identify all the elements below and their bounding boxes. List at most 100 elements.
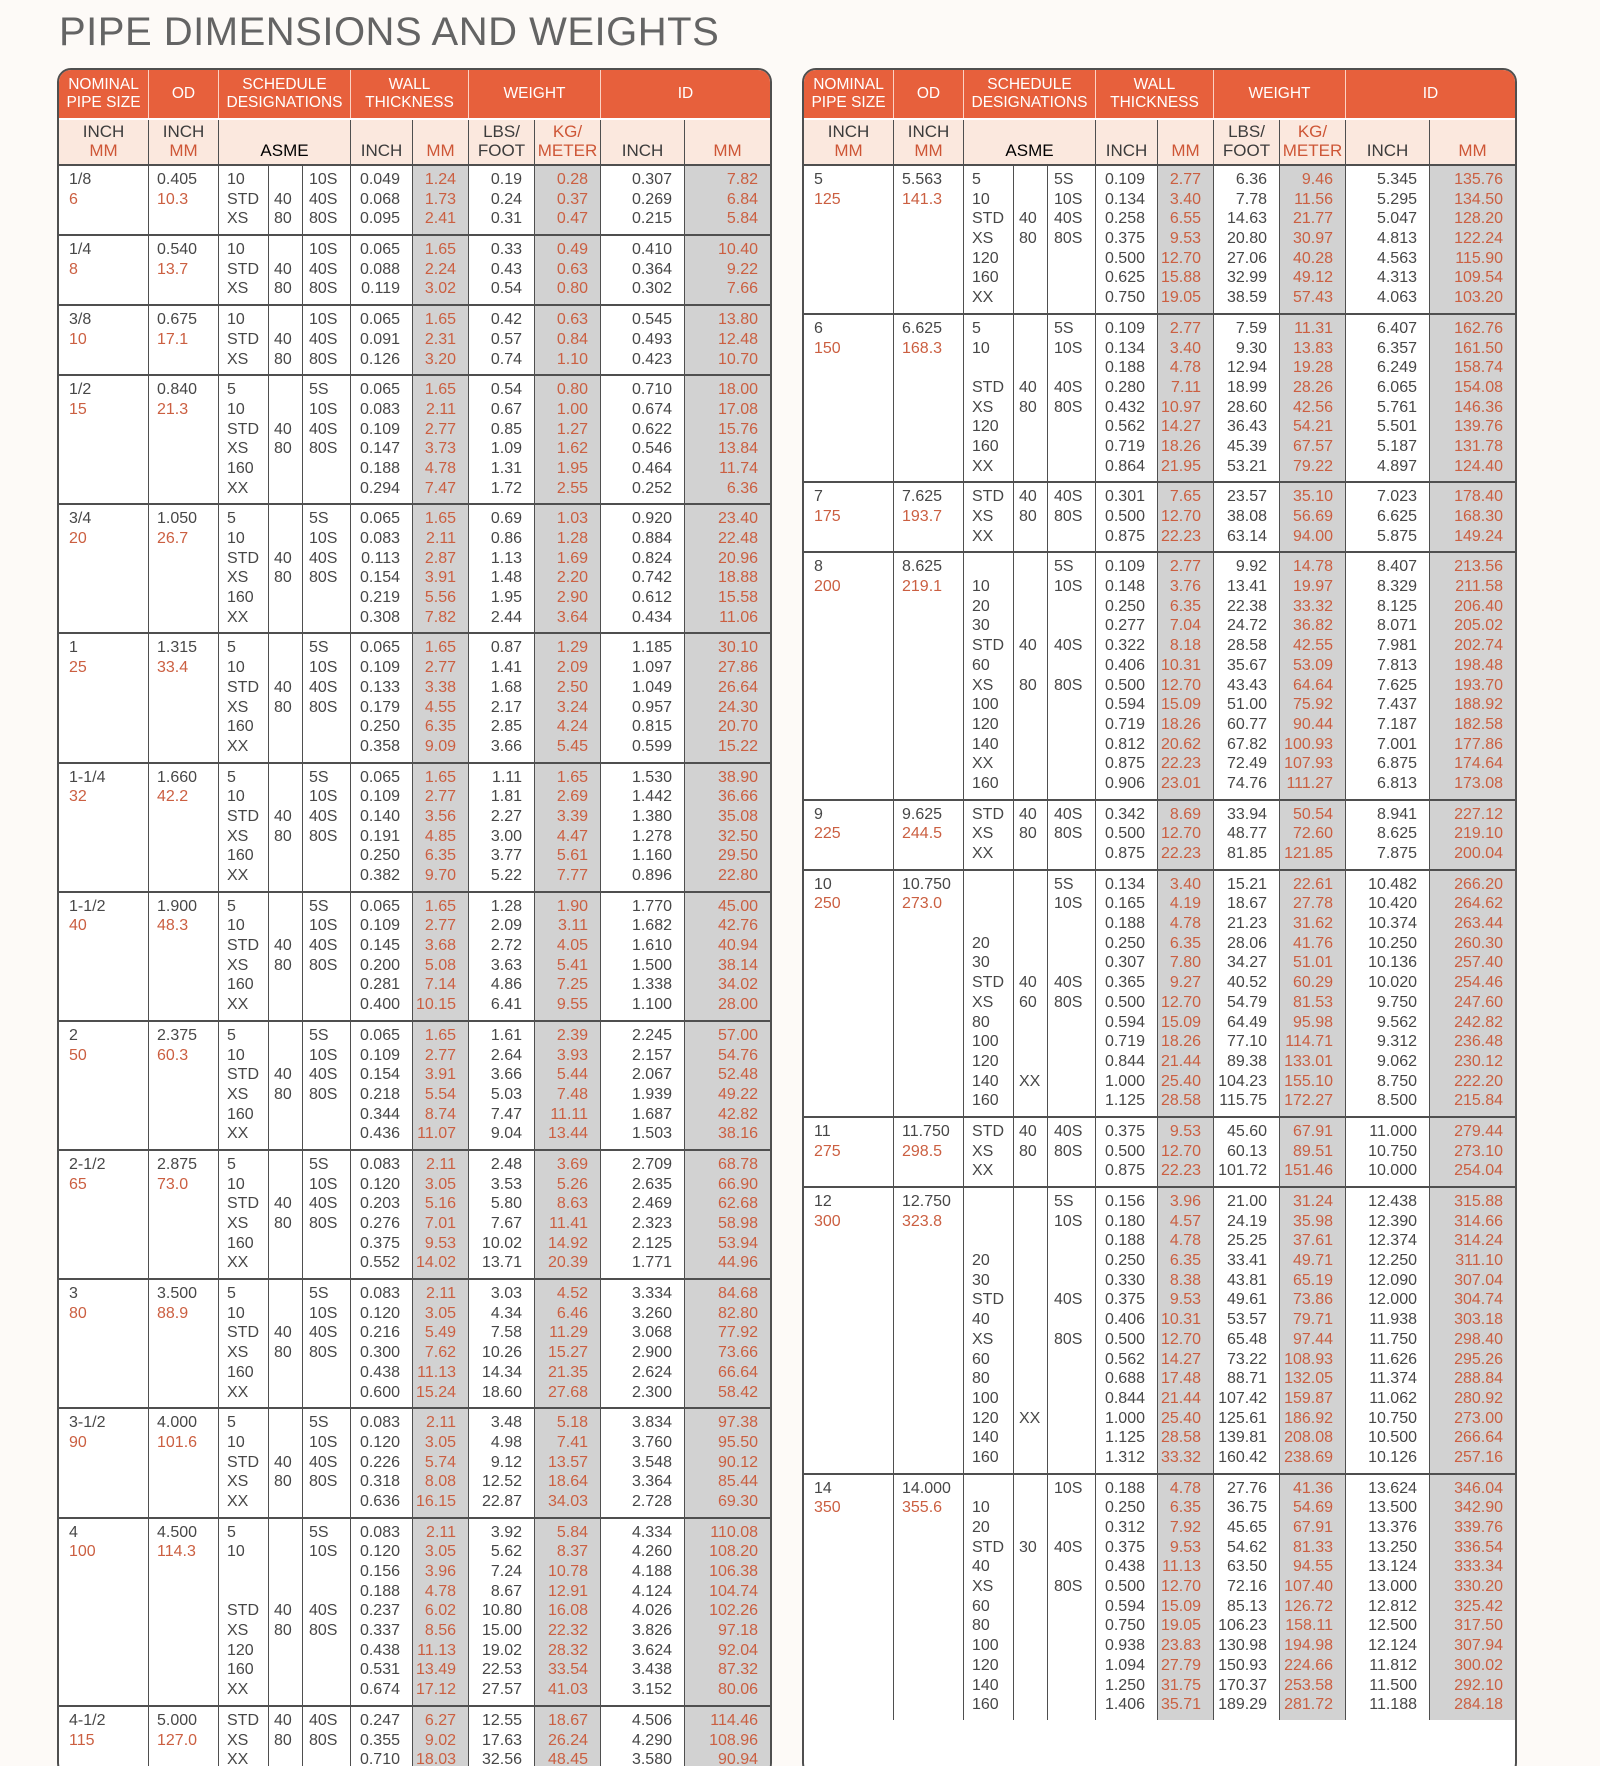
schedule-value: 5S <box>309 381 329 399</box>
schedule-value <box>964 1231 1013 1251</box>
schedule-value: STD <box>227 420 259 438</box>
weight-kg-value: 9.55 <box>556 996 588 1014</box>
schedule-col3-cell: 5S 10S 40S 80S <box>303 505 351 633</box>
schedule-value: 10S <box>309 311 338 329</box>
unit-inch-label: INCH <box>1366 140 1409 160</box>
wall-mm-value: 7.92 <box>1169 1519 1201 1536</box>
id-mm-value: 178.40 <box>1454 488 1503 506</box>
wall-inch-value: 0.191 <box>359 827 400 845</box>
wall-inch-cell: 0.065 0.083 0.113 0.154 0.219 0.308 <box>351 505 413 633</box>
schedule-value: 140 <box>972 1072 999 1090</box>
id-mm-value: 97.18 <box>717 1622 758 1640</box>
wall-inch-value: 1.125 <box>1104 1429 1145 1447</box>
nominal-mm-value: 150 <box>814 339 841 357</box>
wall-mm-value: 7.62 <box>424 1344 456 1362</box>
od-cell: 4.000 101.6 <box>149 1409 219 1517</box>
schedule-value <box>303 1582 350 1602</box>
wall-mm-value: 7.47 <box>424 479 456 497</box>
weight-lbs-cell: 3.92 5.62 7.24 8.67 10.80 15.00 19.02 22.53 27.5… <box>469 1518 535 1705</box>
weight-kg-value: 7.41 <box>556 1433 588 1451</box>
id-inch-value: 4.188 <box>631 1563 672 1580</box>
weight-lbs-value: 3.66 <box>490 737 522 755</box>
weight-lbs-value: 150.93 <box>1218 1656 1267 1674</box>
schedule-value <box>269 588 302 608</box>
schedule-value: XX <box>227 867 249 884</box>
schedule-col2-cell: 40 80 <box>269 236 303 305</box>
wall-inch-value: 0.277 <box>1104 617 1145 635</box>
schedule-col2-cell: 40 80 <box>269 763 303 891</box>
schedule-value: 60 <box>1019 993 1037 1011</box>
wall-inch-value: 0.068 <box>359 190 400 208</box>
wall-inch-cell: 0.083 0.120 0.203 0.276 0.375 0.552 <box>351 1150 413 1279</box>
nominal-inch-value: 3-1/2 <box>69 1414 106 1432</box>
subheader-weight-kg: KG/ METER <box>1280 120 1346 164</box>
schedule-value <box>1014 437 1047 457</box>
wall-inch-value: 0.083 <box>359 1414 400 1432</box>
id-inch-value: 2.624 <box>631 1363 672 1381</box>
id-mm-value: 304.74 <box>1454 1291 1503 1309</box>
wall-mm-value: 3.73 <box>424 440 456 458</box>
unit-mm-label: MM <box>426 140 455 160</box>
weight-kg-value: 1.29 <box>556 639 588 657</box>
weight-kg-value: 13.83 <box>1292 339 1333 357</box>
schedule-value <box>1014 875 1047 895</box>
wall-mm-value: 9.53 <box>424 1234 456 1252</box>
schedule-value: XS <box>227 1731 249 1749</box>
weight-lbs-value: 27.76 <box>1226 1479 1267 1497</box>
schedule-value: STD <box>227 1195 259 1213</box>
schedule-value <box>1048 1428 1095 1448</box>
wall-inch-value: 0.308 <box>359 608 400 626</box>
schedule-value: 80S <box>1054 508 1083 525</box>
size-group-12: 12 300 12.750 323.8 20 30 STD 40 XS 60 80 100 120 14… <box>804 1186 1515 1473</box>
weight-kg-value: 2.39 <box>556 1026 588 1044</box>
schedule-value: 80 <box>274 350 292 368</box>
wall-inch-value: 0.147 <box>359 440 400 458</box>
weight-lbs-value: 49.61 <box>1226 1291 1267 1309</box>
unit-foot-label: FOOT <box>1222 140 1271 160</box>
id-mm-value: 82.80 <box>717 1304 758 1322</box>
nominal-inch-value: 2-1/2 <box>69 1155 106 1173</box>
nominal-mm-value: 125 <box>814 190 841 208</box>
weight-lbs-value: 65.48 <box>1226 1330 1267 1348</box>
schedule-value: 100 <box>972 1389 999 1407</box>
od-inch-value: 0.405 <box>157 171 198 188</box>
id-inch-cell: 1.185 1.097 1.049 0.957 0.815 0.599 <box>601 634 685 762</box>
schedule-value <box>1048 1032 1095 1052</box>
id-inch-cell: 1.530 1.442 1.380 1.278 1.160 0.896 <box>601 763 685 891</box>
id-inch-value: 3.068 <box>631 1324 672 1342</box>
schedule-value <box>1014 1428 1047 1448</box>
wall-mm-value: 6.35 <box>1169 1252 1201 1270</box>
nominal-inch-value: 3/4 <box>69 510 92 528</box>
schedule-value <box>1048 1052 1095 1072</box>
id-inch-value: 8.125 <box>1376 597 1417 615</box>
id-mm-value: 295.26 <box>1454 1350 1503 1368</box>
id-mm-value: 106.38 <box>709 1563 758 1580</box>
id-mm-cell: 84.68 82.80 77.92 73.66 66.64 58.42 <box>685 1280 770 1408</box>
wall-mm-value: 8.56 <box>424 1622 456 1640</box>
wall-inch-value: 0.120 <box>359 1304 400 1322</box>
weight-kg-value: 1.65 <box>556 768 588 786</box>
schedule-value: 160 <box>227 718 254 736</box>
weight-kg-value: 107.93 <box>1284 755 1333 773</box>
schedule-col1-cell: 5 10 STD XS 160 XX <box>219 892 269 1020</box>
schedule-value: 5S <box>1054 1193 1074 1210</box>
wall-mm-cell: 9.53 12.70 22.23 <box>1158 1117 1214 1186</box>
wall-mm-value: 9.27 <box>1169 974 1201 992</box>
wall-inch-value: 0.330 <box>1104 1271 1145 1289</box>
schedule-value: 5S <box>309 1523 329 1541</box>
schedule-value: 160 <box>227 1363 254 1381</box>
id-inch-value: 0.957 <box>631 698 672 716</box>
id-inch-value: 2.469 <box>631 1195 672 1213</box>
wall-mm-value: 12.70 <box>1160 993 1201 1011</box>
weight-lbs-value: 40.52 <box>1226 974 1267 992</box>
wall-mm-value: 5.49 <box>424 1324 456 1342</box>
schedule-value: 10S <box>1054 895 1083 913</box>
schedule-value: 10S <box>309 1175 338 1193</box>
weight-kg-value: 65.19 <box>1292 1271 1333 1289</box>
id-mm-cell: 114.46 108.96 90.94 <box>685 1706 770 1766</box>
weight-kg-value: 31.24 <box>1292 1193 1333 1210</box>
schedule-value: 80 <box>274 569 292 587</box>
schedule-value: 80 <box>972 1617 990 1635</box>
id-inch-value: 0.896 <box>631 867 672 884</box>
